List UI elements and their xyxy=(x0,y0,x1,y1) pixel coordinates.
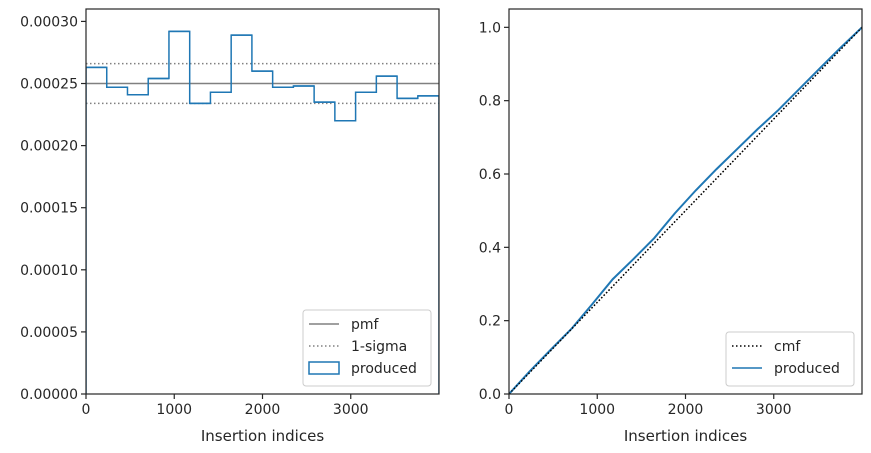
plot-area xyxy=(86,30,439,394)
x-tick-label: 1000 xyxy=(156,402,192,418)
plot-area xyxy=(509,26,862,394)
x-tick-label: 2000 xyxy=(668,402,704,418)
y-tick-label: 0.00005 xyxy=(20,325,78,341)
y-tick-label: 0.00020 xyxy=(20,139,78,155)
legend-handle-produced xyxy=(308,361,340,375)
y-tick-label: 0.00025 xyxy=(20,77,78,93)
y-tick-label: 0.00000 xyxy=(20,387,78,403)
x-tick-label: 0 xyxy=(82,402,91,418)
x-axis-label: Insertion indices xyxy=(624,427,747,445)
y-tick-label: 0.00015 xyxy=(20,201,78,217)
legend: cmf produced xyxy=(725,331,855,387)
y-tick-label: 1.0 xyxy=(479,20,501,36)
legend-label: cmf xyxy=(774,339,801,355)
x-tick-label: 1000 xyxy=(579,402,615,418)
y-tick-label: 0.8 xyxy=(479,94,501,110)
y-tick-label: 0.0 xyxy=(479,387,501,403)
legend-label: produced xyxy=(351,361,417,377)
y-tick-label: 0.6 xyxy=(479,167,501,183)
x-tick-label: 3000 xyxy=(333,402,369,418)
x-tick-label: 0 xyxy=(505,402,514,418)
legend-label: produced xyxy=(774,361,840,377)
legend-box xyxy=(725,331,855,387)
legend-label: pmf xyxy=(351,317,380,333)
x-axis-label: Insertion indices xyxy=(201,427,324,445)
left-panel: 0 1000 2000 3000 0.00000 0.00005 0.00010 0.0001… xyxy=(20,8,440,445)
y-tick-label: 0.00030 xyxy=(20,14,78,30)
x-tick-label: 2000 xyxy=(245,402,281,418)
series-cmf-line-overlay xyxy=(509,26,862,394)
legend-box xyxy=(302,309,432,387)
right-panel: 0 1000 2000 3000 0.0 0.2 0.4 0.6 0.8 1.0 Insertion… xyxy=(479,8,863,445)
legend: pmf 1-sigma produced xyxy=(302,309,432,387)
y-tick-label: 0.00010 xyxy=(20,263,78,279)
x-tick-label: 3000 xyxy=(756,402,792,418)
legend-label: 1-sigma xyxy=(351,339,407,355)
y-tick-label: 0.4 xyxy=(479,240,501,256)
y-tick-label: 0.2 xyxy=(479,314,501,330)
